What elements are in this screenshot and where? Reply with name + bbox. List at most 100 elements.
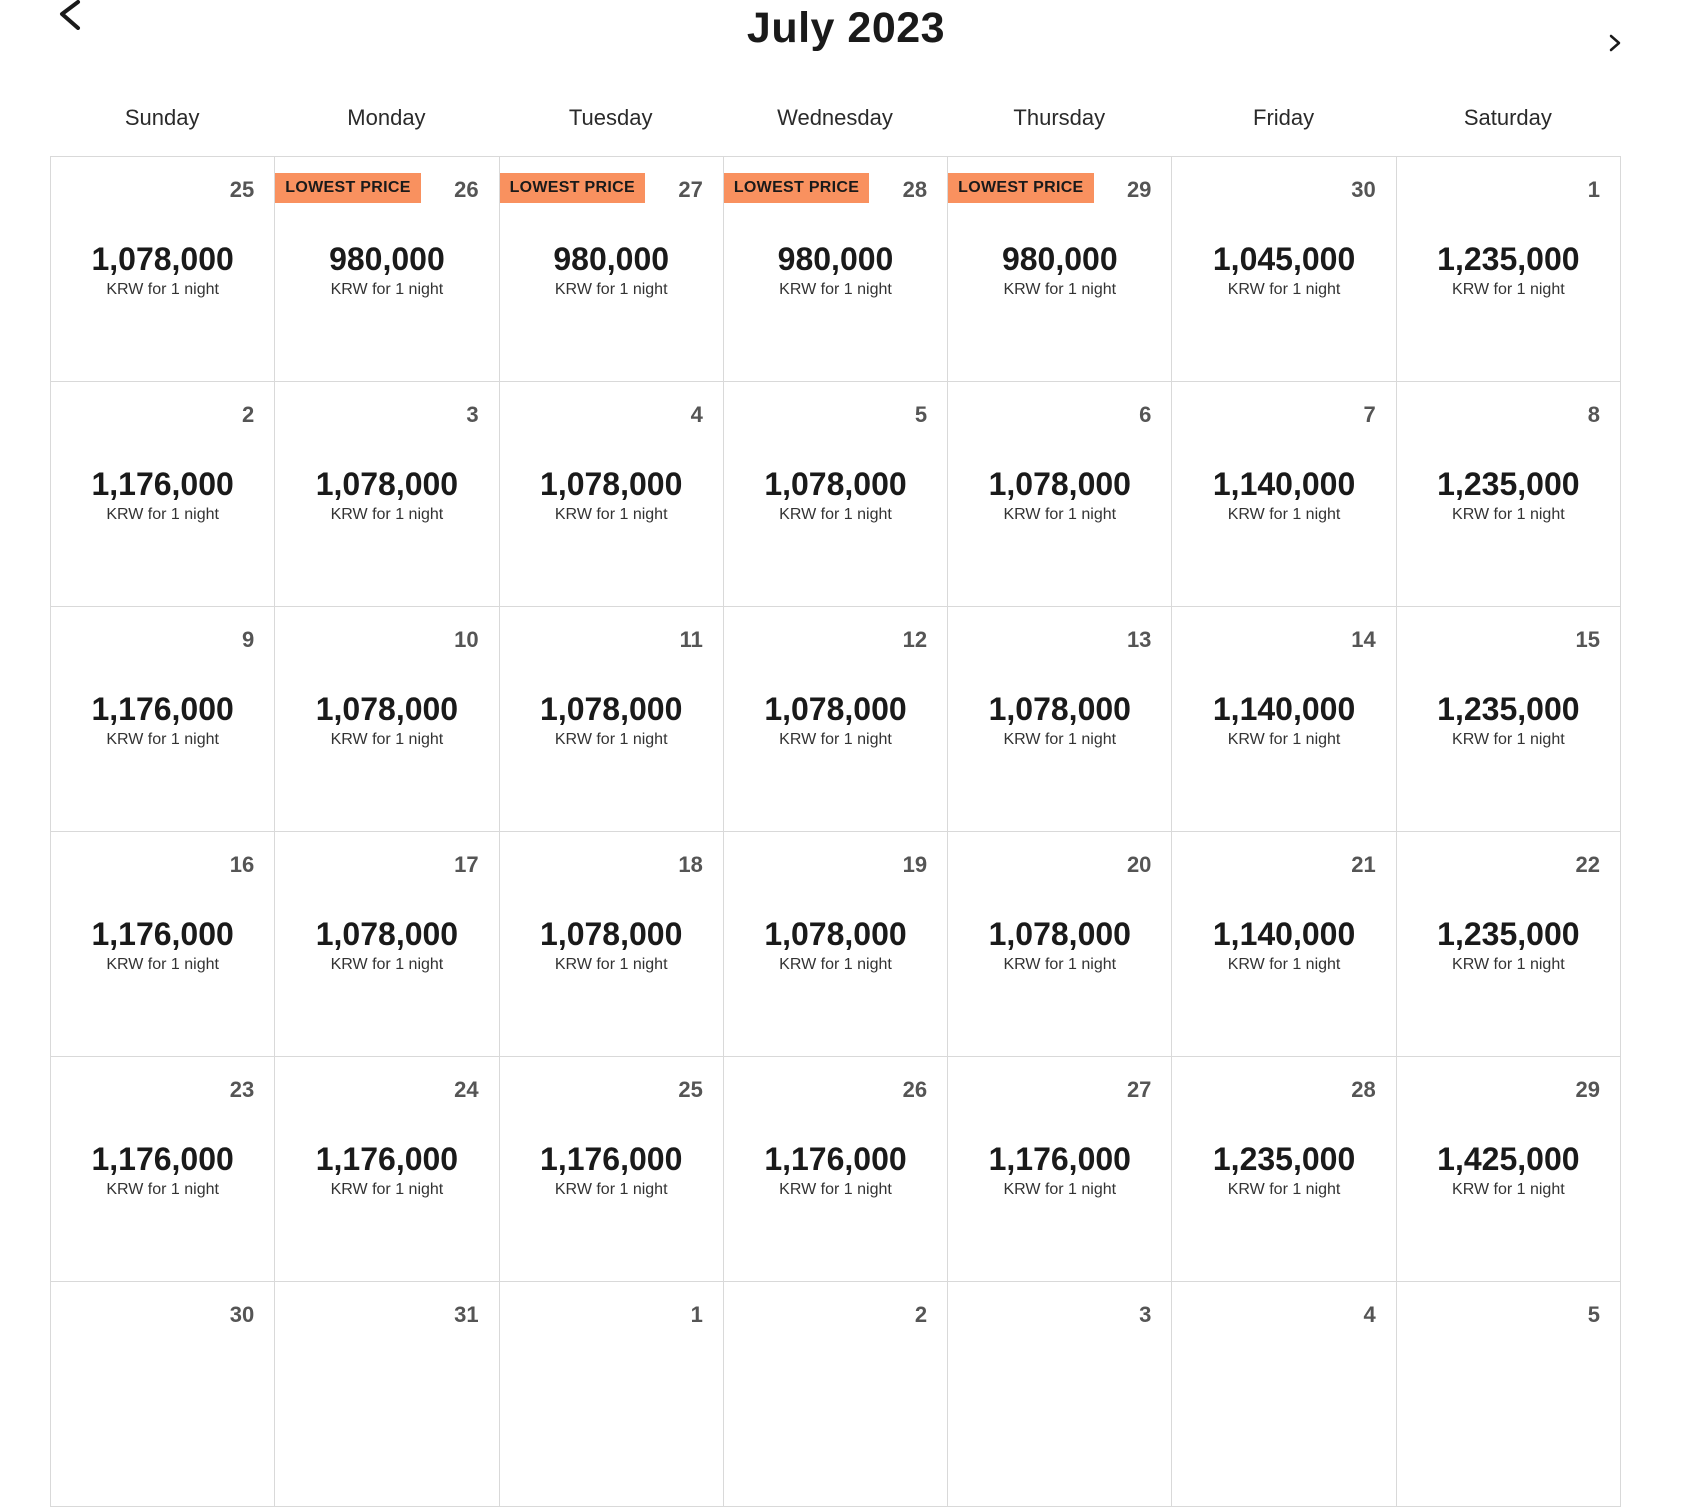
nightly-price: 1,078,000 xyxy=(988,691,1131,727)
calendar-day-cell[interactable]: 29 1,425,000 KRW for 1 night xyxy=(1396,1057,1621,1282)
day-number: 2 xyxy=(914,1302,928,1327)
nightly-price: 1,078,000 xyxy=(988,466,1131,502)
calendar-day-cell[interactable]: 22 1,235,000 KRW for 1 night xyxy=(1396,832,1621,1057)
nightly-price: 1,078,000 xyxy=(764,466,907,502)
price-unit-label: KRW for 1 night xyxy=(1452,506,1565,523)
calendar-day-cell[interactable]: 30 xyxy=(51,1282,276,1507)
nightly-price: 1,078,000 xyxy=(988,916,1131,952)
nightly-price: 980,000 xyxy=(553,241,670,277)
day-number: 27 xyxy=(1126,1077,1152,1102)
price-unit-label: KRW for 1 night xyxy=(554,956,668,973)
price-unit-label: KRW for 1 night xyxy=(554,1181,668,1198)
calendar-day-cell[interactable]: 1 xyxy=(499,1282,724,1507)
price-unit-label: KRW for 1 night xyxy=(779,506,892,523)
nightly-price: 1,176,000 xyxy=(91,1141,234,1177)
calendar-day-cell[interactable]: 4 xyxy=(1172,1282,1397,1507)
price-unit-label: KRW for 1 night xyxy=(1227,956,1341,973)
price-unit-label: KRW for 1 night xyxy=(330,281,444,298)
weekday-header-row: Sunday Monday Tuesday Wednesday Thursday Frid… xyxy=(50,100,1620,136)
weekday-thursday: Thursday xyxy=(1013,105,1106,130)
price-unit-label: KRW for 1 night xyxy=(106,281,219,298)
calendar-day-cell[interactable]: 1 1,235,000 KRW for 1 night xyxy=(1396,157,1621,382)
price-unit-label: KRW for 1 night xyxy=(779,1181,892,1198)
calendar-day-cell[interactable]: 2 xyxy=(723,1282,949,1507)
calendar-day-cell[interactable]: 7 1,140,000 KRW for 1 night xyxy=(1172,382,1397,607)
calendar-day-cell[interactable]: 24 1,176,000 KRW for 1 night xyxy=(275,1057,500,1282)
calendar-day-cell[interactable]: 6 1,078,000 KRW for 1 night xyxy=(948,382,1173,607)
day-number: 27 xyxy=(678,177,703,202)
weekday-tuesday: Tuesday xyxy=(568,105,653,130)
calendar-day-cell[interactable]: 28 1,235,000 KRW for 1 night xyxy=(1172,1057,1397,1282)
nightly-price: 1,176,000 xyxy=(315,1141,459,1177)
nightly-price: 1,078,000 xyxy=(540,916,683,952)
lowest-price-badge: LOWEST PRICE xyxy=(275,173,421,203)
nightly-price: 1,235,000 xyxy=(1437,691,1580,727)
calendar-day-cell[interactable]: 14 1,140,000 KRW for 1 night xyxy=(1172,607,1397,832)
calendar-day-cell[interactable]: 25 1,078,000 KRW for 1 night xyxy=(51,157,276,382)
price-unit-label: KRW for 1 night xyxy=(1452,1181,1565,1198)
calendar-day-cell[interactable]: 19 1,078,000 KRW for 1 night xyxy=(723,832,949,1057)
calendar-day-cell[interactable]: 15 1,235,000 KRW for 1 night xyxy=(1396,607,1621,832)
day-number: 17 xyxy=(454,852,479,877)
calendar-day-cell[interactable]: 11 1,078,000 KRW for 1 night xyxy=(499,607,724,832)
price-unit-label: KRW for 1 night xyxy=(1003,506,1117,523)
nightly-price: 1,235,000 xyxy=(1437,916,1580,952)
day-number: 2 xyxy=(242,402,255,427)
calendar-day-cell[interactable]: 29 LOWEST PRICE 980,000 KRW for 1 night xyxy=(948,157,1173,382)
calendar-day-cell[interactable]: 28 LOWEST PRICE 980,000 KRW for 1 night xyxy=(723,157,949,382)
weekday-sunday: Sunday xyxy=(124,105,200,130)
nightly-price: 1,078,000 xyxy=(315,466,459,502)
price-unit-label: KRW for 1 night xyxy=(1452,281,1565,298)
calendar-day-cell[interactable]: 27 1,176,000 KRW for 1 night xyxy=(948,1057,1173,1282)
day-number: 12 xyxy=(902,627,928,652)
calendar-day-cell[interactable]: 20 1,078,000 KRW for 1 night xyxy=(948,832,1173,1057)
price-unit-label: KRW for 1 night xyxy=(1227,731,1341,748)
calendar-day-cell[interactable]: 26 LOWEST PRICE 980,000 KRW for 1 night xyxy=(275,157,500,382)
calendar-day-cell[interactable]: 9 1,176,000 KRW for 1 night xyxy=(51,607,276,832)
day-number: 19 xyxy=(902,852,928,877)
nightly-price: 980,000 xyxy=(1001,241,1118,277)
nightly-price: 1,078,000 xyxy=(764,916,907,952)
price-unit-label: KRW for 1 night xyxy=(330,1181,444,1198)
calendar-day-cell[interactable]: 10 1,078,000 KRW for 1 night xyxy=(275,607,500,832)
day-number: 13 xyxy=(1126,627,1152,652)
lowest-price-badge: LOWEST PRICE xyxy=(499,173,645,203)
calendar-day-cell[interactable]: 16 1,176,000 KRW for 1 night xyxy=(51,832,276,1057)
nightly-price: 1,140,000 xyxy=(1212,691,1356,727)
price-unit-label: KRW for 1 night xyxy=(330,506,444,523)
calendar-day-cell[interactable]: 18 1,078,000 KRW for 1 night xyxy=(499,832,724,1057)
calendar-day-cell[interactable]: 31 xyxy=(275,1282,500,1507)
weekday-monday: Monday xyxy=(347,105,426,130)
calendar-day-cell[interactable]: 2 1,176,000 KRW for 1 night xyxy=(51,382,276,607)
calendar-day-cell[interactable]: 8 1,235,000 KRW for 1 night xyxy=(1396,382,1621,607)
calendar-day-cell[interactable]: 12 1,078,000 KRW for 1 night xyxy=(723,607,949,832)
calendar-day-cell[interactable]: 21 1,140,000 KRW for 1 night xyxy=(1172,832,1397,1057)
price-unit-label: KRW for 1 night xyxy=(106,506,219,523)
calendar-day-cell[interactable]: 5 xyxy=(1396,1282,1621,1507)
calendar-day-cell[interactable]: 5 1,078,000 KRW for 1 night xyxy=(723,382,949,607)
calendar-day-cell[interactable]: 23 1,176,000 KRW for 1 night xyxy=(51,1057,276,1282)
next-month-button[interactable] xyxy=(1600,30,1630,60)
nightly-price: 1,078,000 xyxy=(315,691,459,727)
calendar-day-cell[interactable]: 3 xyxy=(948,1282,1173,1507)
calendar-day-cell[interactable]: 17 1,078,000 KRW for 1 night xyxy=(275,832,500,1057)
calendar-day-cell[interactable]: 26 1,176,000 KRW for 1 night xyxy=(723,1057,949,1282)
calendar-day-cell[interactable]: 27 LOWEST PRICE 980,000 KRW for 1 night xyxy=(499,157,724,382)
day-number: 23 xyxy=(229,1077,255,1102)
day-number: 28 xyxy=(902,177,928,202)
calendar-day-cell[interactable]: 4 1,078,000 KRW for 1 night xyxy=(499,382,724,607)
nightly-price: 1,140,000 xyxy=(1212,466,1356,502)
day-number: 25 xyxy=(678,1077,703,1102)
calendar-day-cell[interactable]: 30 1,045,000 KRW for 1 night xyxy=(1172,157,1397,382)
day-number: 29 xyxy=(1126,177,1152,202)
previous-month-button[interactable] xyxy=(52,0,86,30)
calendar-day-cell[interactable]: 13 1,078,000 KRW for 1 night xyxy=(948,607,1173,832)
nightly-price: 1,176,000 xyxy=(988,1141,1131,1177)
day-number: 3 xyxy=(466,402,479,427)
calendar-day-cell[interactable]: 3 1,078,000 KRW for 1 night xyxy=(275,382,500,607)
calendar-day-cell[interactable]: 25 1,176,000 KRW for 1 night xyxy=(499,1057,724,1282)
day-number: 31 xyxy=(454,1302,479,1327)
day-number: 20 xyxy=(1126,852,1152,877)
day-number: 16 xyxy=(229,852,255,877)
day-number: 4 xyxy=(690,402,703,427)
